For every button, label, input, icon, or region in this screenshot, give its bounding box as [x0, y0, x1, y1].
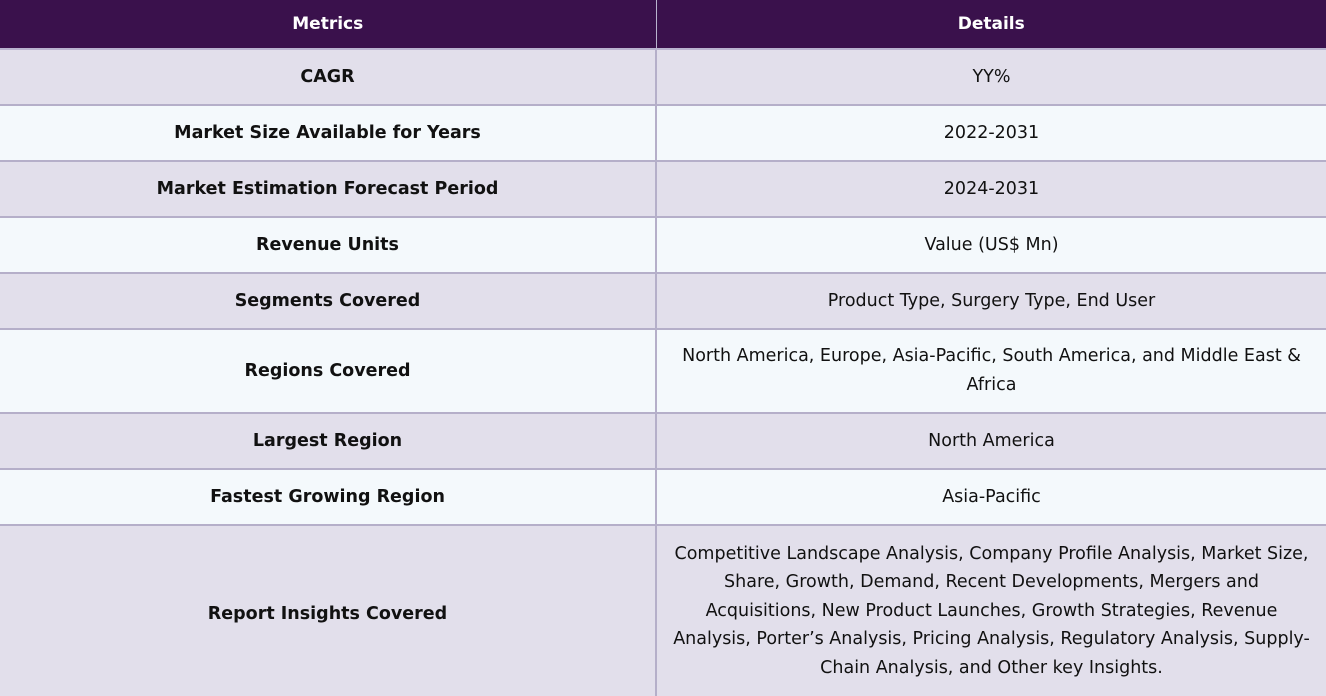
table-row: Fastest Growing Region Asia-Pacific	[0, 469, 1326, 526]
table-row: Regions Covered North America, Europe, A…	[0, 329, 1326, 414]
metric-cell: Market Estimation Forecast Period	[0, 161, 657, 218]
table-row: Market Size Available for Years 2022-203…	[0, 105, 1326, 162]
metric-cell: Market Size Available for Years	[0, 105, 657, 162]
detail-cell: 2022-2031	[656, 105, 1326, 162]
detail-cell: YY%	[656, 49, 1326, 106]
metric-cell: Report Insights Covered	[0, 525, 657, 696]
detail-cell: Product Type, Surgery Type, End User	[656, 273, 1326, 330]
table-row: Segments Covered Product Type, Surgery T…	[0, 273, 1326, 330]
table-row: Revenue Units Value (US$ Mn)	[0, 217, 1326, 274]
metrics-column-header: Metrics	[0, 0, 657, 50]
table-row: Largest Region North America	[0, 413, 1326, 470]
metric-cell: Segments Covered	[0, 273, 657, 330]
detail-cell: 2024-2031	[656, 161, 1326, 218]
metric-cell: CAGR	[0, 49, 657, 106]
table-header-row: Metrics Details	[0, 0, 1326, 50]
table-row: CAGR YY%	[0, 49, 1326, 106]
detail-cell: Value (US$ Mn)	[656, 217, 1326, 274]
details-column-header: Details	[656, 0, 1326, 50]
detail-cell: Competitive Landscape Analysis, Company …	[656, 525, 1326, 696]
metric-cell: Fastest Growing Region	[0, 469, 657, 526]
table-row: Market Estimation Forecast Period 2024-2…	[0, 161, 1326, 218]
detail-cell: Asia-Pacific	[656, 469, 1326, 526]
detail-cell: North America, Europe, Asia-Pacific, Sou…	[656, 329, 1326, 414]
detail-cell: North America	[656, 413, 1326, 470]
metric-cell: Largest Region	[0, 413, 657, 470]
metric-cell: Revenue Units	[0, 217, 657, 274]
table-row: Report Insights Covered Competitive Land…	[0, 525, 1326, 696]
metric-cell: Regions Covered	[0, 329, 657, 414]
